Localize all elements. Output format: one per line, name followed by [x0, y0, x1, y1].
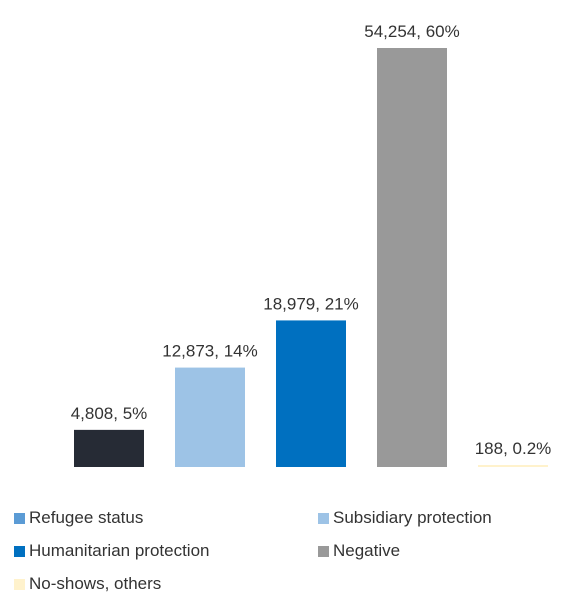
legend-swatch-refugee-status [14, 512, 25, 524]
legend-item-no-shows-others: No-shows, others [14, 573, 161, 595]
legend-label-subsidiary-protection: Subsidiary protection [333, 508, 492, 527]
bar-chart: 4,808, 5% 12,873, 14% 18,979, 21% 54,254, 6… [71, 22, 552, 467]
legend-label-humanitarian-protection: Humanitarian protection [29, 541, 210, 560]
legend-item-refugee-status: Refugee status [14, 507, 143, 529]
data-label-refugee-status: 4,808, 5% [71, 404, 148, 423]
legend-label-refugee-status: Refugee status [29, 508, 144, 527]
legend-swatch-subsidiary-protection [318, 512, 329, 524]
bar-subsidiary-protection [175, 367, 245, 467]
legend: Refugee status Subsidiary protection Hum… [14, 507, 554, 597]
legend-item-humanitarian-protection: Humanitarian protection [14, 540, 209, 562]
legend-label-negative: Negative [333, 541, 401, 560]
legend-swatch-negative [318, 545, 329, 557]
data-label-negative: 54,254, 60% [364, 22, 459, 41]
data-label-subsidiary-protection: 12,873, 14% [162, 342, 257, 361]
bar-negative [377, 48, 447, 467]
legend-swatch-no-shows-others [14, 578, 25, 590]
bar-no-shows-others [478, 465, 548, 467]
bar-humanitarian-protection [276, 320, 346, 467]
legend-item-subsidiary-protection: Subsidiary protection [318, 507, 492, 529]
legend-item-negative: Negative [318, 540, 400, 562]
bars-group [74, 48, 548, 467]
legend-label-no-shows-others: No-shows, others [29, 574, 162, 593]
data-label-humanitarian-protection: 18,979, 21% [263, 294, 358, 313]
data-labels-group: 4,808, 5% 12,873, 14% 18,979, 21% 54,254, 6… [71, 22, 552, 458]
bar-refugee-status [74, 429, 144, 467]
data-label-no-shows-others: 188, 0.2% [475, 439, 552, 458]
legend-swatch-humanitarian-protection [14, 545, 25, 557]
